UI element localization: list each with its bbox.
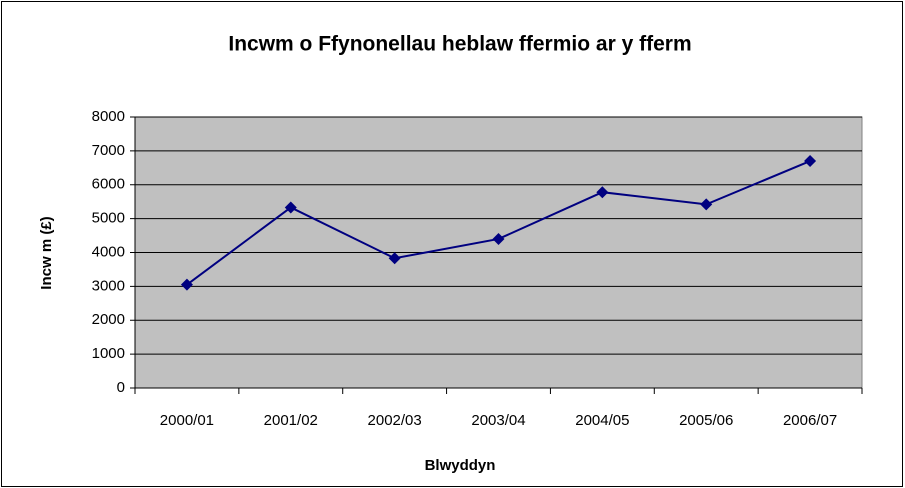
y-tick-label: 5000 [92, 210, 125, 227]
x-axis-title: Blwyddyn [425, 457, 496, 474]
y-axis-title: Incw m (£) [38, 216, 55, 289]
chart-title: Incwm o Ffynonellau heblaw ffermio ar y … [228, 33, 691, 56]
x-tick-label: 2001/02 [264, 412, 318, 429]
x-tick-label: 2000/01 [160, 412, 214, 429]
marker [284, 201, 297, 214]
y-tick-label: 1000 [92, 345, 125, 362]
y-tick-label: 3000 [92, 277, 125, 294]
marker [388, 252, 401, 265]
marker [492, 232, 505, 245]
marker [804, 155, 817, 168]
y-tick-label: 6000 [92, 176, 125, 193]
y-tick-label: 2000 [92, 311, 125, 328]
y-tick-label: 7000 [92, 142, 125, 159]
x-tick-label: 2004/05 [575, 412, 629, 429]
x-tick-label: 2006/07 [783, 412, 837, 429]
x-tick-label: 2002/03 [368, 412, 422, 429]
marker [596, 186, 609, 199]
marker [700, 198, 713, 211]
y-tick-label: 0 [117, 379, 125, 396]
marker [180, 278, 193, 291]
x-tick-label: 2003/04 [471, 412, 525, 429]
y-tick-label: 8000 [92, 108, 125, 125]
y-tick-label: 4000 [92, 243, 125, 260]
x-tick-label: 2005/06 [679, 412, 733, 429]
